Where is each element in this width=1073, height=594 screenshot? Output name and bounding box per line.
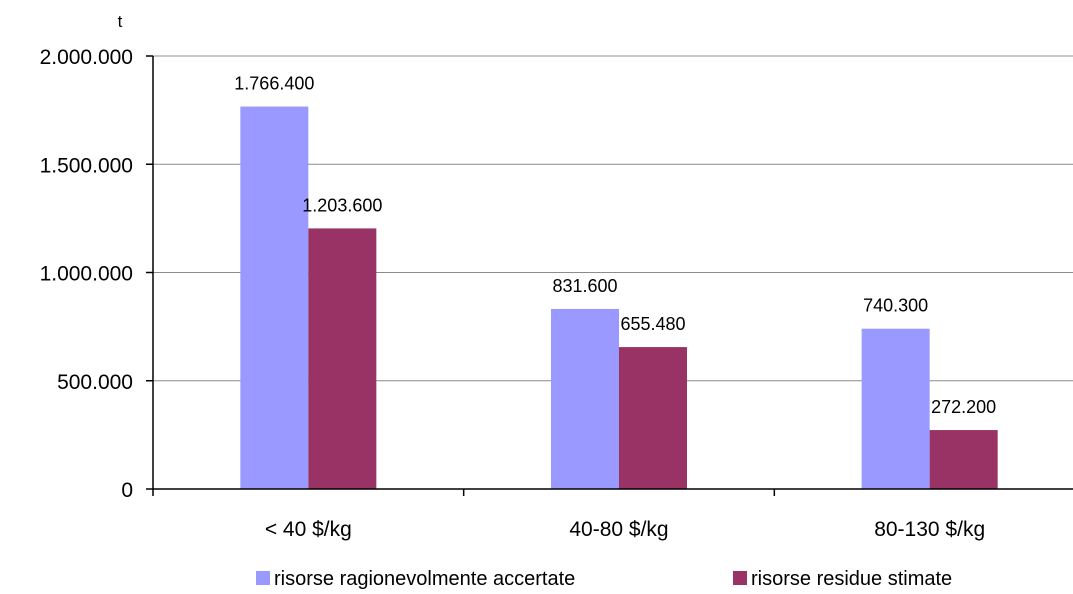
x-tick-label: < 40 $/kg — [265, 518, 352, 541]
legend-swatch — [733, 571, 747, 585]
y-axis-tick-labels: 0 500.000 1.000.000 1.500.000 2.000.000 — [40, 46, 133, 502]
bar — [619, 347, 687, 489]
bar — [240, 106, 309, 489]
legend-swatch — [256, 571, 270, 585]
bars — [240, 106, 998, 489]
y-axis-unit-label: t — [118, 12, 123, 31]
y-tick-label: 1.500.000 — [40, 154, 133, 177]
y-tick-label: 1.000.000 — [40, 263, 133, 286]
x-axis-category-labels: < 40 $/kg 40-80 $/kg 80-130 $/kg — [265, 518, 985, 541]
data-label: 831.600 — [552, 276, 617, 296]
x-tick-label: 80-130 $/kg — [874, 518, 985, 541]
data-label: 655.480 — [620, 314, 685, 334]
axes — [146, 55, 1073, 496]
bar — [861, 328, 930, 489]
y-tick-label: 2.000.000 — [40, 46, 133, 69]
legend-label: risorse ragionevolmente accertate — [274, 568, 575, 589]
y-tick-label: 500.000 — [57, 371, 133, 394]
bar — [308, 228, 377, 489]
legend: risorse ragionevolmente accertate risorse… — [256, 568, 952, 590]
legend-label: risorse residue stimate — [751, 568, 952, 589]
data-label: 272.200 — [931, 397, 996, 417]
y-tick-label: 0 — [121, 479, 133, 502]
data-label: 1.766.400 — [234, 74, 314, 94]
data-label: 1.203.600 — [302, 195, 382, 215]
bar — [929, 430, 998, 489]
data-label: 740.300 — [863, 296, 928, 316]
bar — [551, 308, 619, 489]
x-tick-label: 40-80 $/kg — [569, 518, 668, 541]
